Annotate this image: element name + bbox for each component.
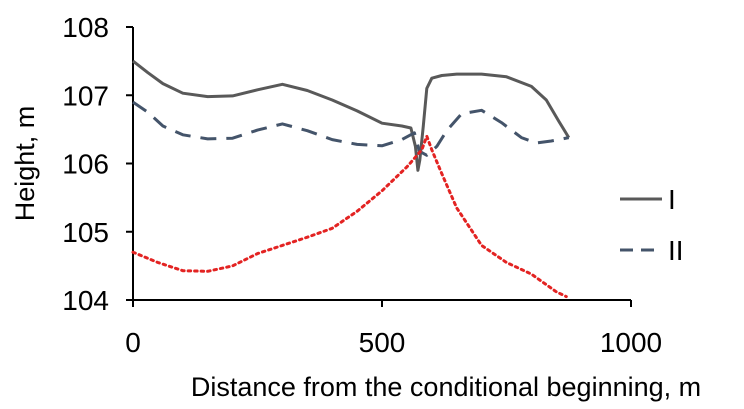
legend-label-II: II	[668, 235, 684, 266]
y-axis-title: Height, m	[10, 106, 40, 222]
y-tick-label: 107	[62, 80, 109, 111]
series-line-I	[132, 59, 571, 172]
legend-label-I: I	[668, 184, 676, 215]
plot-area	[131, 59, 571, 299]
x-tick-labels: 0 500 1000	[125, 300, 662, 358]
legend: III	[620, 184, 684, 266]
y-tick-labels: 104 105 106 107 108	[62, 12, 133, 316]
x-tick-label: 1000	[600, 327, 662, 358]
y-tick-label: 106	[62, 149, 109, 180]
x-tick-label: 500	[359, 327, 406, 358]
y-tick-label: 104	[62, 285, 109, 316]
y-tick-label: 108	[62, 12, 109, 43]
x-tick-label: 0	[125, 327, 141, 358]
y-tick-label: 105	[62, 217, 109, 248]
series-line-II	[132, 100, 570, 157]
x-axis-title: Distance from the conditional beginning,…	[191, 372, 701, 402]
series-line-unlabeled-3	[131, 134, 568, 299]
